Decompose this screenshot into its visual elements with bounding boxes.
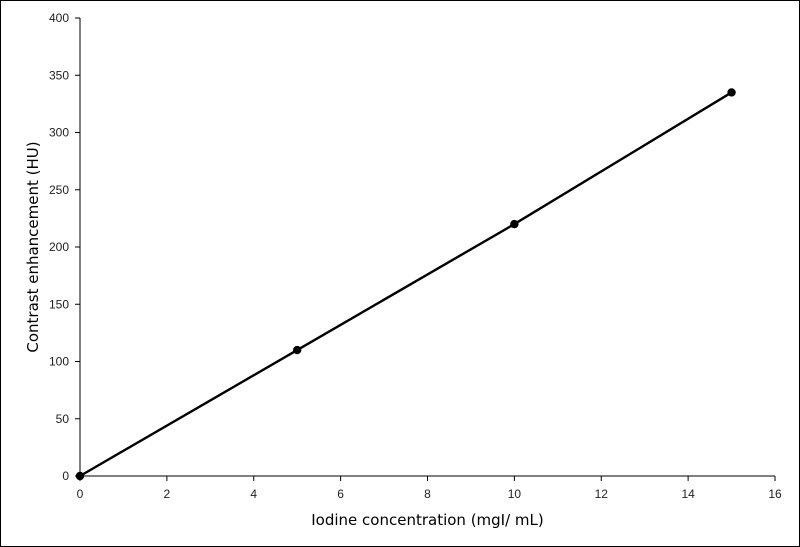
series-layer	[75, 88, 736, 481]
y-tick-label: 50	[56, 412, 70, 426]
x-ticks: 0 2 4 6 8 10 12 14 16	[77, 476, 782, 501]
data-point	[727, 88, 736, 97]
y-tick-label: 0	[62, 469, 69, 483]
x-tick-label: 10	[508, 487, 522, 501]
x-tick-label: 12	[595, 487, 609, 501]
y-ticks: 0 50 100 150 200 250 300 350 400	[49, 11, 80, 483]
y-tick-label: 150	[49, 297, 69, 311]
x-tick-label: 14	[681, 487, 695, 501]
y-tick-label: 100	[49, 355, 69, 369]
data-point	[510, 219, 519, 229]
y-tick-label: 250	[49, 183, 69, 197]
data-point	[75, 471, 85, 481]
y-tick-label: 300	[49, 126, 69, 140]
x-tick-label: 0	[77, 487, 84, 501]
axes	[79, 18, 775, 477]
y-tick-label: 350	[49, 68, 69, 82]
x-tick-label: 4	[250, 487, 257, 501]
x-tick-label: 6	[337, 487, 344, 501]
x-tick-label: 8	[424, 487, 431, 501]
x-tick-label: 16	[768, 487, 782, 501]
x-tick-label: 2	[164, 487, 171, 501]
y-tick-label: 400	[49, 11, 69, 25]
data-point	[292, 345, 302, 355]
x-axis-title: Iodine concentration (mgI/ mL)	[311, 511, 544, 529]
series-line	[79, 91, 733, 478]
y-tick-label: 200	[49, 240, 69, 254]
y-axis-title: Contrast enhancement (HU)	[24, 141, 42, 352]
